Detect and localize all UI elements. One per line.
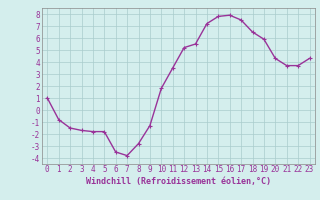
X-axis label: Windchill (Refroidissement éolien,°C): Windchill (Refroidissement éolien,°C) <box>86 177 271 186</box>
